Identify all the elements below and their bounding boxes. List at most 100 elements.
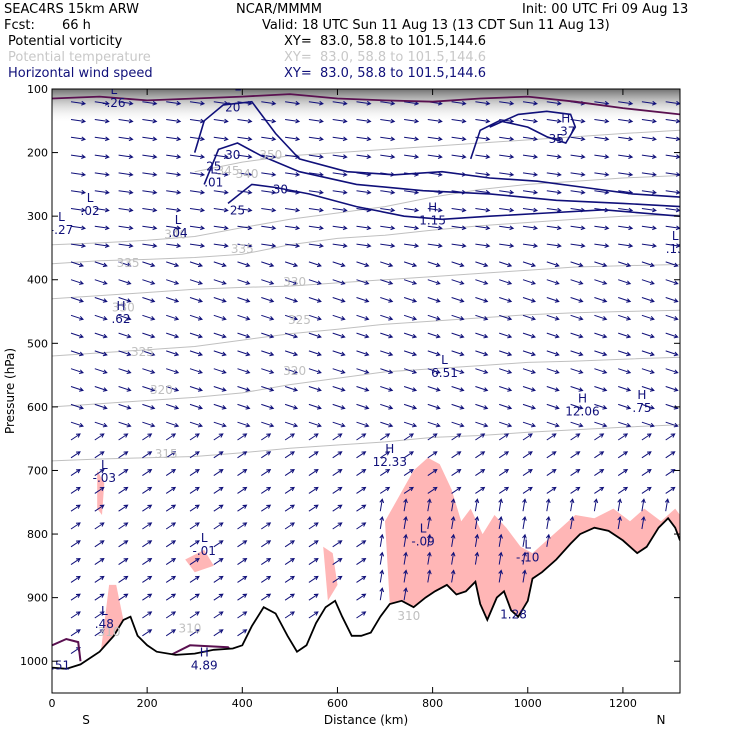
wind-vector [213,593,224,601]
wind-vector [570,261,584,268]
wind-vector [237,504,248,512]
extremum-value: 1.28 [500,608,527,622]
wind-vector [641,433,652,441]
wind-vector [70,522,81,530]
isentrope-line [52,309,680,357]
extremum-marker: L [175,213,182,227]
wind-vector [308,261,322,268]
wind-vector [404,189,420,195]
wind-vector [641,225,657,231]
wind-vector [570,243,586,248]
wind-vector [308,225,324,231]
wind-vector [665,136,680,142]
wind-vector [70,297,84,303]
wind-vector [522,189,539,195]
wind-vector [237,261,251,268]
wind-vector [94,386,108,392]
wind-vector [284,386,299,392]
wind-vector [70,136,87,142]
wind-vector [475,100,491,106]
wind-vector [165,451,177,459]
extremum-marker: H [428,201,437,215]
wind-vector [450,569,456,583]
wind-vector [641,332,655,339]
wind-vector [427,515,432,530]
isentrope-line [52,424,680,462]
wind-vector [545,498,551,512]
y-tick-label: 800 [27,528,48,541]
wind-vector [118,189,134,195]
wind-vector [522,279,536,285]
wind-vector [142,243,158,248]
wind-vector [94,314,108,321]
wind-vector [356,225,372,231]
wind-vector [451,154,467,159]
wind-vector [403,403,418,410]
extremum-marker: L [101,604,108,618]
extremum-value: .13 [666,242,685,256]
wind-vector [522,386,536,392]
wind-vector [403,421,418,428]
wind-vector [546,386,560,392]
wind-vector [142,403,156,410]
wind-vector [284,297,299,303]
wind-vector [189,243,206,248]
wind-vector [261,207,277,213]
wind-vector [618,314,632,321]
wind-vector [142,522,153,530]
wind-vector [594,136,610,142]
wind-vector [499,403,513,410]
wind-vector [665,207,680,213]
wind-vector [165,469,177,477]
wind-vector [261,421,275,428]
wind-vector [94,350,108,357]
extremum-marker: L [441,353,448,367]
extremum-marker: H [637,388,646,402]
wind-vector [261,314,275,321]
wind-vector [166,172,182,177]
wind-vector [118,314,132,321]
axis-end-right: N [657,713,666,727]
wind-vector [427,314,441,321]
wind-vector [475,368,489,374]
wind-vector [70,469,81,477]
wind-vector [332,386,346,392]
wind-vector [356,261,370,268]
wind-vector [618,261,632,268]
extremum-marker: L [111,83,118,97]
wind-vector [118,207,134,213]
wind-vector [498,515,503,530]
wind-vector [94,593,105,601]
wind-vector [499,154,515,159]
wind-vector [189,297,204,303]
wind-vector [308,433,319,441]
wind-vector [641,189,657,195]
wind-vector [356,368,370,374]
wind-vector [166,261,180,268]
wind-vector [213,629,224,637]
wind-vector [94,154,110,159]
wind-vector [332,486,343,494]
wind-vector [498,433,510,441]
wind-vector [569,515,575,530]
wind-vector [594,386,608,392]
wind-vector [142,279,156,285]
wind-vector [546,243,562,248]
wind-vector [427,569,432,583]
wind-vector [284,504,295,512]
wind-vector [142,486,153,494]
wind-vector [118,136,134,142]
wind-vector [189,558,200,566]
wind-vector [617,451,629,459]
wind-vector [261,172,277,177]
wind-vector [570,332,584,339]
wind-vector [522,118,539,124]
wind-vector [284,611,295,619]
wind-vector [618,118,634,124]
wind-vector [70,611,81,619]
wind-vector [332,314,346,321]
wind-vector [641,421,655,428]
valid-time: Valid: 18 UTC Sun 11 Aug 13 (13 CDT Sun … [262,18,610,33]
wind-vector [142,386,156,392]
